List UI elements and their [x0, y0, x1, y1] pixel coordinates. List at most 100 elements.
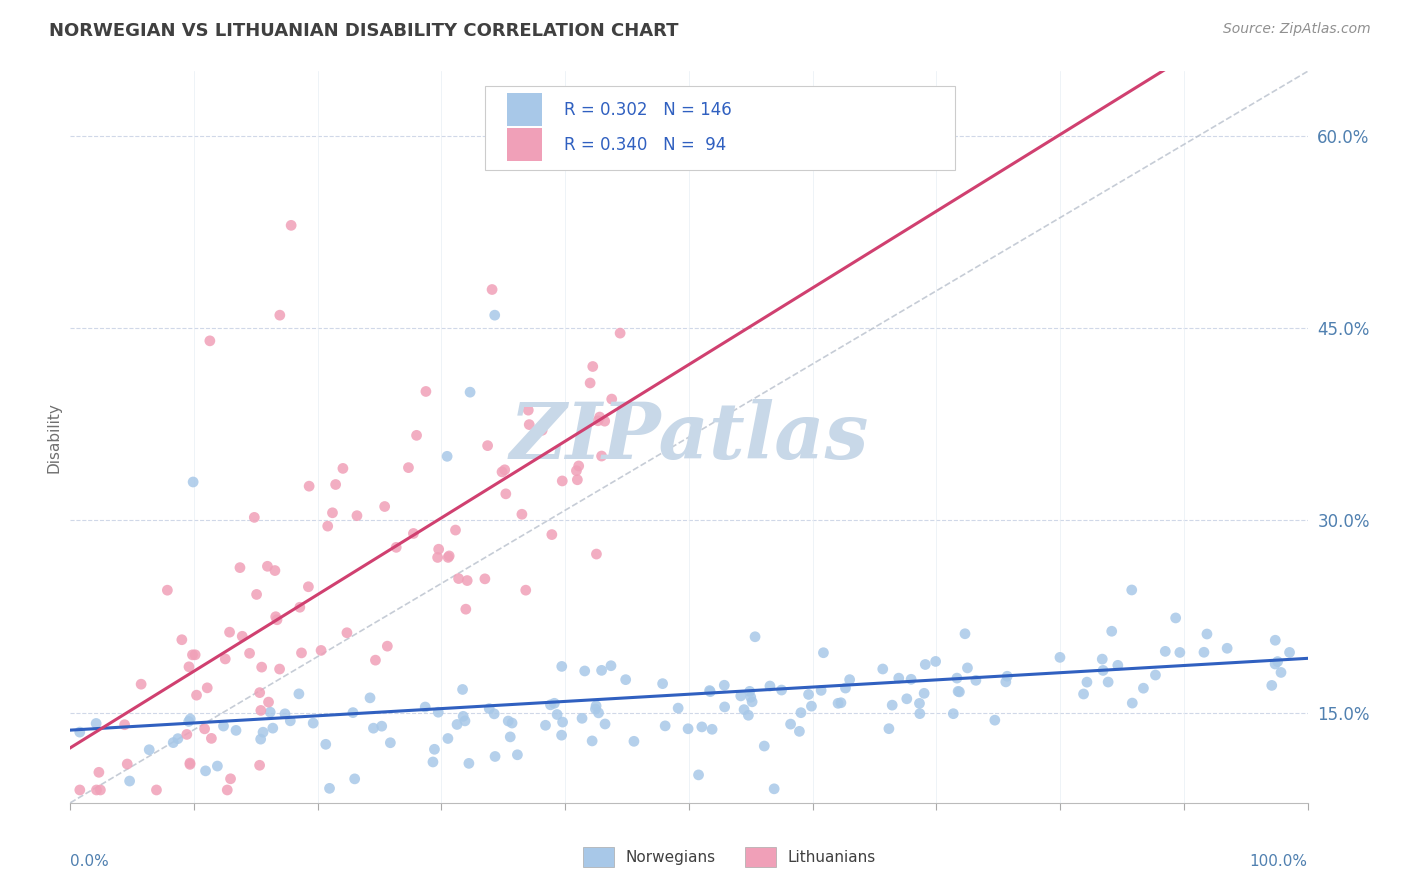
Point — [87, 765, 110, 780]
Y-axis label: Disability: Disability — [46, 401, 62, 473]
Point — [478, 701, 501, 715]
Point — [651, 676, 673, 690]
Point — [1101, 624, 1123, 639]
Point — [415, 384, 437, 399]
Point — [759, 679, 782, 693]
Point — [257, 695, 280, 709]
Point — [454, 714, 477, 728]
Point — [585, 698, 607, 713]
Text: R = 0.302   N = 146: R = 0.302 N = 146 — [564, 101, 731, 119]
Point — [593, 717, 616, 731]
Point — [579, 376, 602, 390]
Point — [800, 699, 823, 714]
Point — [585, 547, 607, 561]
Point — [437, 550, 460, 565]
Text: Source: ZipAtlas.com: Source: ZipAtlas.com — [1223, 22, 1371, 37]
Point — [1261, 678, 1284, 692]
Point — [426, 550, 449, 565]
Text: R = 0.340   N =  94: R = 0.340 N = 94 — [564, 136, 727, 153]
Point — [924, 655, 946, 669]
Point — [252, 725, 274, 739]
Point — [117, 757, 139, 772]
Point — [200, 731, 222, 746]
Point — [179, 757, 201, 772]
Point — [581, 734, 603, 748]
Point — [834, 681, 856, 695]
Point — [181, 475, 204, 489]
Bar — [485, 86, 955, 170]
Point — [446, 717, 468, 731]
Point — [754, 739, 776, 753]
Point — [217, 783, 239, 797]
Point — [374, 500, 396, 514]
Point — [984, 713, 1007, 727]
Point — [789, 724, 811, 739]
Point — [713, 700, 735, 714]
Point — [609, 326, 631, 340]
Point — [1195, 627, 1218, 641]
Point — [614, 673, 637, 687]
Point — [540, 527, 562, 541]
Point — [900, 673, 922, 687]
Point — [690, 720, 713, 734]
Point — [825, 424, 848, 438]
Point — [946, 671, 969, 685]
Point — [309, 643, 332, 657]
Point — [1092, 664, 1115, 678]
Point — [770, 683, 793, 698]
Point — [89, 783, 111, 797]
Point — [69, 725, 91, 739]
Point — [249, 685, 271, 699]
Point — [501, 716, 523, 731]
Point — [274, 706, 297, 721]
Point — [84, 716, 107, 731]
Point — [346, 508, 368, 523]
Point — [585, 702, 607, 716]
Point — [567, 473, 589, 487]
Point — [515, 583, 537, 598]
Point — [218, 625, 240, 640]
Point — [288, 687, 311, 701]
Point — [600, 658, 623, 673]
Point — [363, 721, 385, 735]
Point — [250, 660, 273, 674]
Point — [568, 458, 591, 473]
Point — [212, 719, 235, 733]
Point — [302, 716, 325, 731]
Point — [225, 723, 247, 738]
Point — [474, 572, 496, 586]
Point — [600, 392, 623, 406]
Point — [995, 669, 1018, 683]
Point — [546, 707, 568, 722]
Point — [733, 703, 755, 717]
Point — [343, 772, 366, 786]
Text: ZIPatlas: ZIPatlas — [509, 399, 869, 475]
Point — [436, 450, 458, 464]
Point — [540, 698, 562, 712]
Point — [499, 730, 522, 744]
Point — [250, 703, 273, 717]
Point — [946, 684, 969, 698]
Point — [290, 646, 312, 660]
Point — [586, 414, 609, 428]
Point — [269, 662, 291, 676]
Point — [437, 549, 460, 563]
Point — [741, 695, 763, 709]
Point — [730, 689, 752, 703]
Point — [956, 661, 979, 675]
Point — [914, 657, 936, 672]
Point — [451, 709, 474, 723]
Point — [994, 674, 1017, 689]
Point — [908, 706, 931, 721]
Point — [249, 732, 271, 747]
Point — [336, 625, 359, 640]
Point — [457, 756, 479, 771]
Point — [359, 690, 381, 705]
Point — [156, 583, 179, 598]
Text: 0.0%: 0.0% — [70, 854, 110, 869]
Point — [790, 706, 813, 720]
Point — [591, 449, 613, 463]
Point — [364, 653, 387, 667]
Point — [896, 691, 918, 706]
Point — [1278, 645, 1301, 659]
